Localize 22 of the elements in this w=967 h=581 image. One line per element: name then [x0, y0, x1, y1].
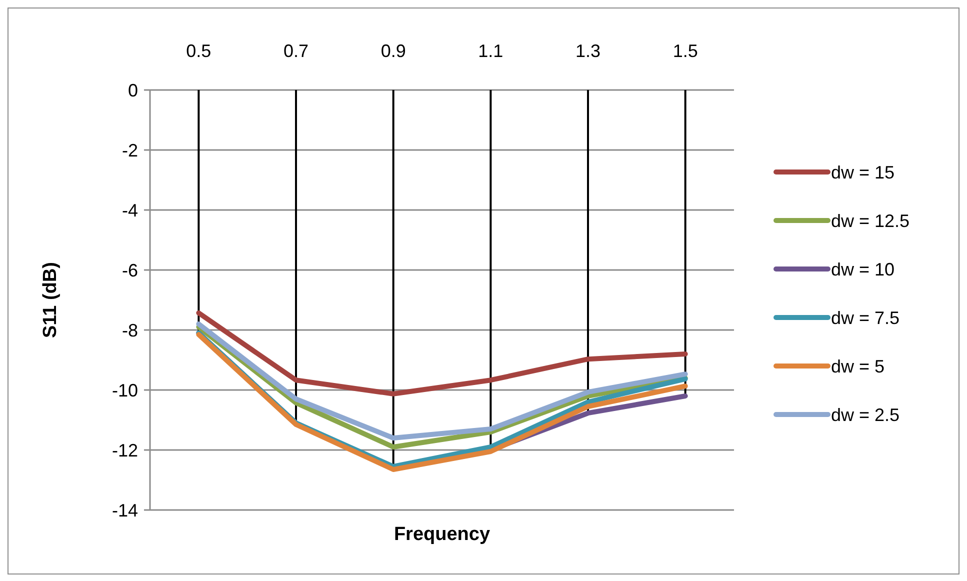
x-tick-label: 1.3 — [575, 41, 601, 61]
legend-label: dw = 10 — [831, 259, 895, 280]
y-tick-label: -14 — [112, 500, 138, 520]
x-tick-label: 0.7 — [283, 41, 309, 61]
x-tick-label: 0.9 — [380, 41, 406, 61]
y-tick-label: -8 — [122, 320, 138, 340]
y-tick-label: -12 — [112, 440, 138, 460]
legend-label: dw = 7.5 — [831, 308, 900, 328]
y-tick-label: -4 — [122, 200, 138, 220]
x-tick-label: 1.1 — [478, 41, 504, 61]
legend-label: dw = 12.5 — [831, 210, 910, 231]
legend-label: dw = 15 — [831, 162, 895, 182]
y-tick-label: -2 — [122, 140, 138, 160]
legend-label: dw = 2.5 — [831, 404, 900, 425]
x-tick-label: 0.5 — [186, 41, 212, 61]
x-tick-label: 1.5 — [672, 41, 698, 61]
y-tick-label: -6 — [122, 260, 138, 280]
y-tick-label: -10 — [112, 380, 138, 400]
legend-label: dw = 5 — [831, 356, 885, 376]
y-tick-label: 0 — [128, 80, 138, 100]
x-axis-title: Frequency — [394, 524, 490, 545]
y-axis-title: S11 (dB) — [40, 262, 61, 338]
